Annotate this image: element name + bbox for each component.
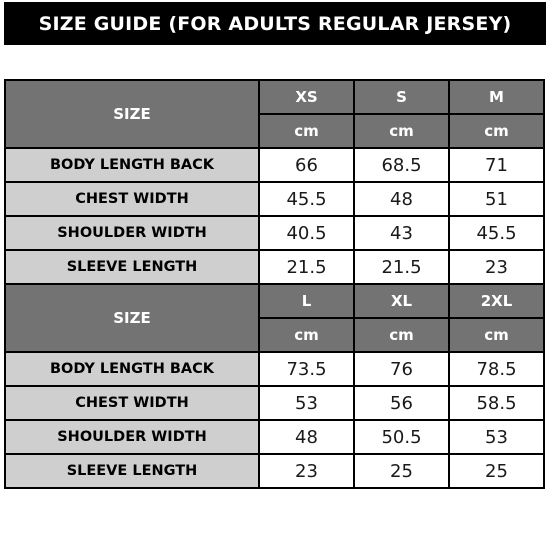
- table-row: BODY LENGTH BACK 66 68.5 71: [4, 147, 545, 183]
- size-name-cell: XL: [353, 283, 450, 319]
- unit-cell: cm: [353, 317, 450, 353]
- measurement-value: 50.5: [353, 419, 450, 455]
- unit-cell: cm: [353, 113, 450, 149]
- table-row: SLEEVE LENGTH 21.5 21.5 23: [4, 249, 545, 285]
- measurement-label: CHEST WIDTH: [4, 181, 260, 217]
- table-row: SHOULDER WIDTH 48 50.5 53: [4, 419, 545, 455]
- unit-row: cm cm cm: [5, 317, 545, 353]
- size-name-cell: M: [448, 79, 545, 115]
- table-row: CHEST WIDTH 45.5 48 51: [4, 181, 545, 217]
- unit-cell: cm: [258, 113, 355, 149]
- measurement-label: SHOULDER WIDTH: [4, 419, 260, 455]
- measurement-value: 25: [448, 453, 545, 489]
- table-row: SHOULDER WIDTH 40.5 43 45.5: [4, 215, 545, 251]
- table-row: SLEEVE LENGTH 23 25 25: [4, 453, 545, 489]
- table-row: CHEST WIDTH 53 56 58.5: [4, 385, 545, 421]
- size-header-label: SIZE: [4, 283, 260, 353]
- measurement-value: 71: [448, 147, 545, 183]
- measurement-value: 21.5: [353, 249, 450, 285]
- measurement-value: 78.5: [448, 351, 545, 387]
- measurement-value: 21.5: [258, 249, 355, 285]
- measurement-value: 73.5: [258, 351, 355, 387]
- measurement-value: 66: [258, 147, 355, 183]
- measurement-value: 76: [353, 351, 450, 387]
- unit-cell: cm: [258, 317, 355, 353]
- size-name-cell: 2XL: [448, 283, 545, 319]
- size-header-label: SIZE: [4, 79, 260, 149]
- size-header-row: SIZE XS S M: [4, 79, 545, 149]
- measurement-value: 45.5: [258, 181, 355, 217]
- table-row: BODY LENGTH BACK 73.5 76 78.5: [4, 351, 545, 387]
- measurement-label: SLEEVE LENGTH: [4, 249, 260, 285]
- measurement-value: 43: [353, 215, 450, 251]
- size-name-cell: L: [258, 283, 355, 319]
- measurement-value: 53: [258, 385, 355, 421]
- measurement-label: BODY LENGTH BACK: [4, 351, 260, 387]
- measurement-value: 23: [448, 249, 545, 285]
- measurement-value: 40.5: [258, 215, 355, 251]
- measurement-value: 56: [353, 385, 450, 421]
- size-header-row: SIZE L XL 2XL: [4, 283, 545, 353]
- measurement-label: SLEEVE LENGTH: [4, 453, 260, 489]
- measurement-value: 45.5: [448, 215, 545, 251]
- measurement-value: 48: [353, 181, 450, 217]
- measurement-label: BODY LENGTH BACK: [4, 147, 260, 183]
- size-guide-table: SIZE XS S M cm cm cm BODY LENGTH BACK 66…: [4, 79, 545, 489]
- size-name-cell: S: [353, 79, 450, 115]
- measurement-value: 23: [258, 453, 355, 489]
- page-title: SIZE GUIDE (FOR ADULTS REGULAR JERSEY): [4, 2, 546, 45]
- measurement-value: 68.5: [353, 147, 450, 183]
- unit-cell: cm: [448, 113, 545, 149]
- measurement-label: CHEST WIDTH: [4, 385, 260, 421]
- measurement-value: 53: [448, 419, 545, 455]
- measurement-value: 48: [258, 419, 355, 455]
- unit-row: cm cm cm: [5, 113, 545, 149]
- size-name-cell: XS: [258, 79, 355, 115]
- measurement-value: 51: [448, 181, 545, 217]
- measurement-value: 58.5: [448, 385, 545, 421]
- measurement-value: 25: [353, 453, 450, 489]
- measurement-label: SHOULDER WIDTH: [4, 215, 260, 251]
- unit-cell: cm: [448, 317, 545, 353]
